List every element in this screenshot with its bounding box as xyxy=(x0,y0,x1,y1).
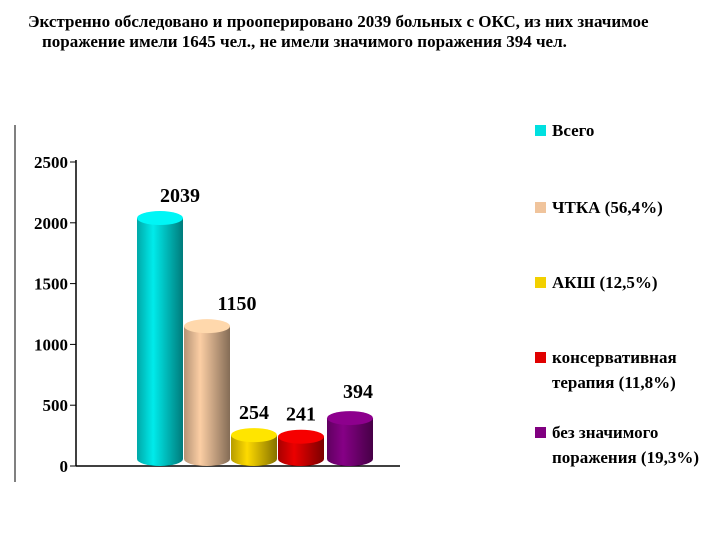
legend-item: без значимого поражения (19,3%) xyxy=(535,420,710,470)
y-tick-label: 1000 xyxy=(34,335,68,354)
chart-title: Экстренно обследовано и прооперировано 2… xyxy=(28,12,649,51)
legend-label: консервативная терапия (11,8%) xyxy=(552,348,677,392)
bar xyxy=(137,218,183,459)
bar-top xyxy=(184,319,230,334)
legend-swatch xyxy=(535,277,546,288)
legend-label: ЧТКА (56,4%) xyxy=(552,198,663,217)
legend-label: без значимого поражения (19,3%) xyxy=(552,423,700,467)
bar-top xyxy=(231,428,277,443)
value-label: 1150 xyxy=(218,293,257,315)
legend-item: Всего xyxy=(535,118,710,143)
bar-top xyxy=(278,429,324,444)
value-label: 254 xyxy=(239,402,269,424)
y-tick-label: 2000 xyxy=(34,214,68,233)
legend-swatch xyxy=(535,352,546,363)
legend-item: консервативная терапия (11,8%) xyxy=(535,345,710,395)
value-label: 394 xyxy=(343,381,373,403)
value-label: 241 xyxy=(286,404,316,426)
legend-item: АКШ (12,5%) xyxy=(535,270,710,295)
legend-swatch xyxy=(535,202,546,213)
bar xyxy=(184,326,230,459)
legend-label: Всего xyxy=(552,121,595,140)
y-tick-label: 2500 xyxy=(34,153,68,172)
y-tick-label: 1500 xyxy=(34,275,68,294)
value-label: 2039 xyxy=(160,185,200,207)
legend-swatch xyxy=(535,125,546,136)
y-tick-label: 500 xyxy=(43,396,69,415)
legend-swatch xyxy=(535,427,546,438)
legend-item: ЧТКА (56,4%) xyxy=(535,195,710,220)
y-tick-label: 0 xyxy=(60,457,69,476)
bar-top xyxy=(327,411,373,426)
bar-top xyxy=(137,211,183,226)
legend-label: АКШ (12,5%) xyxy=(552,273,658,292)
